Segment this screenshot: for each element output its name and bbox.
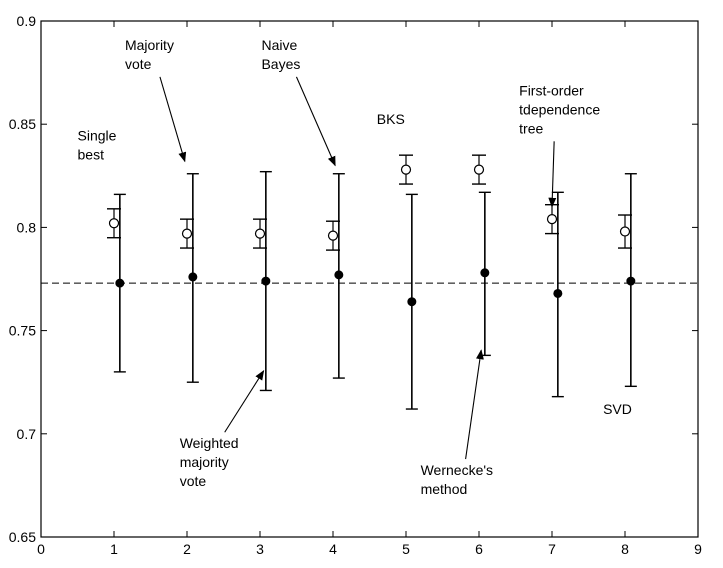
y-tick-label: 0.65	[9, 529, 36, 545]
annotation-line: vote	[125, 56, 152, 72]
x-tick-label: 5	[402, 541, 410, 557]
data-point-filled	[553, 288, 563, 298]
annotation-line: Wernecke's	[421, 462, 493, 478]
annotation-line: BKS	[377, 111, 405, 127]
annotation-text: Weighted majority vote	[180, 435, 239, 489]
annotation-line: vote	[180, 473, 207, 489]
data-point-filled	[261, 276, 271, 286]
x-tick-label: 6	[475, 541, 483, 557]
y-tick-label: 0.9	[17, 13, 37, 29]
annotation-line: best	[78, 147, 105, 163]
annotation-arrow	[159, 76, 187, 163]
annotation-line: tree	[519, 120, 543, 136]
annotation-arrow	[465, 349, 484, 460]
data-point-filled	[480, 268, 490, 278]
annotation-line: Single	[78, 128, 117, 144]
x-axis: 0 1 2 3 4 5 6 7 8 9	[37, 21, 702, 557]
x-tick-label: 0	[37, 541, 45, 557]
annotation-text: BKS	[377, 111, 405, 127]
data-point-open	[546, 214, 558, 225]
y-axis: 0.65 0.7 0.75 0.8 0.85 0.9	[9, 13, 698, 545]
annotation-text: Majority vote	[125, 37, 174, 72]
data-point-open	[400, 164, 412, 175]
annotation-line: Majority	[125, 37, 174, 53]
annotation-layer: Single best Majority vote Naive Bayes BKS First…	[78, 37, 632, 497]
y-tick-label: 0.85	[9, 116, 36, 132]
annotation-line: First-order	[519, 82, 584, 98]
y-tick-label: 0.8	[17, 219, 37, 235]
annotation-line: tdependence	[519, 101, 600, 117]
annotation-line: Bayes	[261, 56, 300, 72]
annotation: SVD	[603, 401, 632, 417]
y-tick-label: 0.7	[17, 426, 37, 442]
annotation-text: Wernecke's method	[421, 462, 493, 497]
x-tick-label: 9	[694, 541, 702, 557]
data-point-filled	[188, 272, 198, 282]
x-tick-label: 3	[256, 541, 264, 557]
annotation: Wernecke's method	[421, 349, 493, 497]
annotation-arrow	[295, 76, 336, 167]
x-tick-label: 7	[548, 541, 556, 557]
annotation: Single best	[78, 128, 117, 163]
annotation-line: SVD	[603, 401, 632, 417]
plot-frame	[40, 20, 699, 538]
annotation-line: Naive	[261, 37, 297, 53]
annotation-line: majority	[180, 454, 229, 470]
data-point-open	[254, 228, 266, 239]
annotation: Naive Bayes	[261, 37, 336, 167]
x-tick-label: 1	[110, 541, 118, 557]
annotation-text: First-order tdependence tree	[519, 82, 600, 136]
plot-area: 0 1 2 3 4 5 6 7 8 9 0.65 0.7 0.75 0.8 0.85 0.9 Single b…	[9, 13, 702, 557]
data-point-filled	[407, 297, 417, 307]
annotation: First-order tdependence tree	[519, 82, 600, 208]
annotation-arrow	[548, 141, 557, 208]
data-point-open	[181, 228, 193, 239]
data-point-open	[108, 218, 120, 229]
y-tick-label: 0.75	[9, 323, 36, 339]
annotation: Majority vote	[125, 37, 187, 163]
data-point-filled	[115, 278, 125, 288]
data-point-filled	[334, 270, 344, 280]
data-point-open	[473, 164, 485, 175]
series-1	[107, 154, 632, 251]
x-tick-label: 2	[183, 541, 191, 557]
series-2	[113, 170, 637, 410]
x-tick-label: 8	[621, 541, 629, 557]
x-tick-label: 4	[329, 541, 337, 557]
series-layer	[107, 154, 637, 410]
annotation-line: Weighted	[180, 435, 239, 451]
annotation-text: SVD	[603, 401, 632, 417]
annotation-text: Single best	[78, 128, 117, 163]
data-point-filled	[626, 276, 636, 286]
annotation-text: Naive Bayes	[261, 37, 300, 72]
data-point-open	[619, 226, 631, 237]
annotation: Weighted majority vote	[180, 370, 265, 489]
data-point-open	[327, 230, 339, 241]
annotation-arrow	[224, 370, 265, 433]
annotation-line: method	[421, 481, 468, 497]
annotation: BKS	[377, 111, 405, 127]
